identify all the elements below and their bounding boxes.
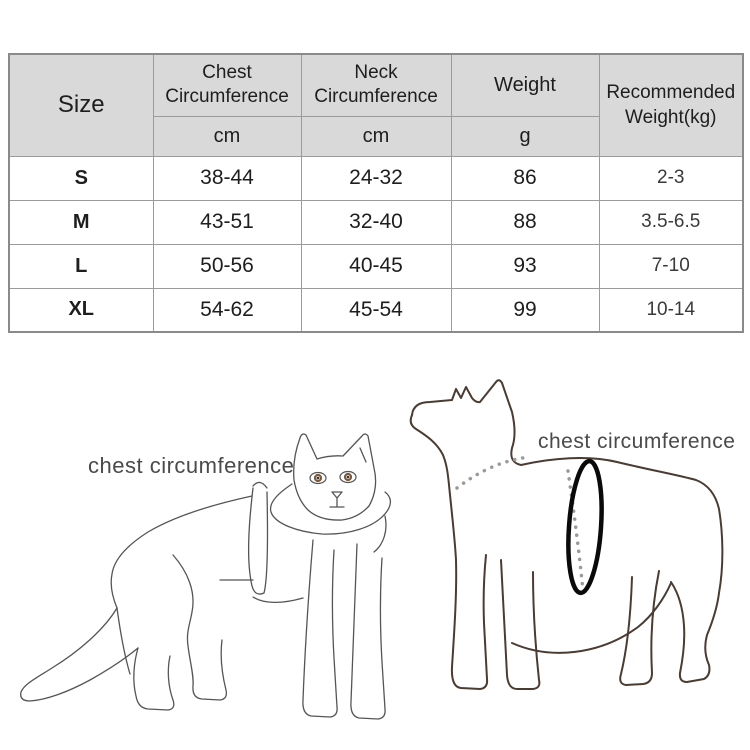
cell-neck: 24-32 xyxy=(300,155,452,201)
table-row-l: L 50-56 40-45 93 7-10 xyxy=(8,243,744,289)
dog-chest-circumference-label: chest circumference xyxy=(538,430,736,453)
cell-recommended: 2-3 xyxy=(598,155,744,201)
cell-neck: 32-40 xyxy=(300,199,452,245)
cell-recommended: 10-14 xyxy=(598,287,744,333)
cat-chest-circumference-label: chest circumference xyxy=(88,453,295,478)
size-chart-table: Size Chest Circumference Neck Circumfere… xyxy=(8,53,744,333)
cell-weight: 99 xyxy=(450,287,600,333)
cell-neck: 40-45 xyxy=(300,243,452,289)
unit-weight-g: g xyxy=(450,115,600,157)
cell-weight: 88 xyxy=(450,199,600,245)
table-row-xl: XL 54-62 45-54 99 10-14 xyxy=(8,287,744,333)
dog-illustration xyxy=(409,379,724,690)
cell-size: M xyxy=(8,199,154,245)
cell-recommended: 7-10 xyxy=(598,243,744,289)
cell-chest: 43-51 xyxy=(152,199,302,245)
cell-chest: 50-56 xyxy=(152,243,302,289)
header-size: Size xyxy=(8,53,154,157)
cell-chest: 54-62 xyxy=(152,287,302,333)
cell-chest: 38-44 xyxy=(152,155,302,201)
header-weight: Weight xyxy=(450,53,600,117)
cell-neck: 45-54 xyxy=(300,287,452,333)
unit-neck-cm: cm xyxy=(300,115,452,157)
cell-weight: 93 xyxy=(450,243,600,289)
unit-chest-cm: cm xyxy=(152,115,302,157)
cell-weight: 86 xyxy=(450,155,600,201)
cell-size: L xyxy=(8,243,154,289)
header-neck-circumference: Neck Circumference xyxy=(300,53,452,117)
cell-size: S xyxy=(8,155,154,201)
cell-size: XL xyxy=(8,287,154,333)
table-row-s: S 38-44 24-32 86 2-3 xyxy=(8,155,744,201)
table-row-m: M 43-51 32-40 88 3.5-6.5 xyxy=(8,199,744,245)
cat-illustration xyxy=(20,433,392,720)
header-chest-circumference: Chest Circumference xyxy=(152,53,302,117)
header-recommended-weight: Recommended Weight(kg) xyxy=(598,53,744,157)
cell-recommended: 3.5-6.5 xyxy=(598,199,744,245)
